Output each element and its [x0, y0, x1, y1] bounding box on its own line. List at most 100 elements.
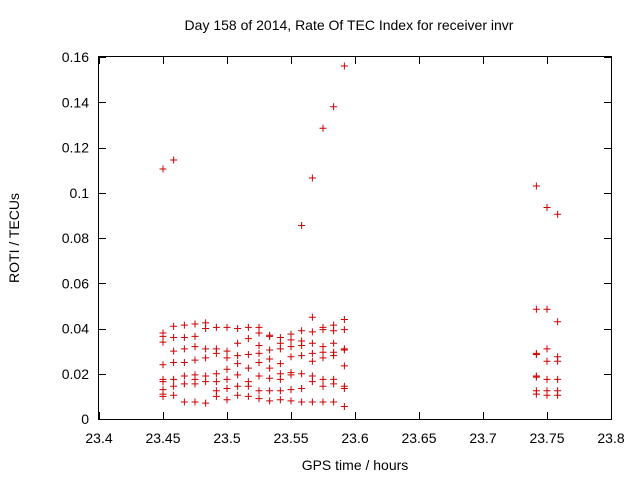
data-point — [202, 378, 210, 386]
data-point — [298, 327, 306, 335]
data-point — [170, 391, 178, 399]
data-point — [276, 375, 284, 383]
data-point — [319, 375, 327, 383]
data-point — [180, 334, 188, 342]
data-point — [298, 222, 306, 230]
data-point — [191, 332, 199, 340]
data-point — [255, 387, 263, 395]
data-point — [191, 320, 199, 328]
y-tick-label: 0.16 — [62, 49, 89, 65]
data-point — [266, 332, 274, 340]
data-point — [180, 345, 188, 353]
data-point — [234, 371, 242, 379]
data-point — [308, 378, 316, 386]
data-point — [340, 326, 348, 334]
data-point — [298, 370, 306, 378]
data-point — [266, 364, 274, 372]
data-point — [191, 380, 199, 388]
data-point — [543, 305, 551, 313]
data-point — [319, 124, 327, 132]
data-point — [340, 403, 348, 411]
data-point — [234, 360, 242, 368]
x-tick-label: 23.5 — [213, 430, 240, 446]
x-tick-label: 23.6 — [341, 430, 368, 446]
data-point — [308, 398, 316, 406]
data-point — [170, 375, 178, 383]
data-point — [319, 354, 327, 362]
data-point — [212, 349, 220, 357]
x-axis-ticks: 23.4 23.45 23.5 23.55 23.6 23.65 23.7 23.75 23.8 — [85, 57, 625, 446]
data-point — [255, 395, 263, 403]
data-point — [308, 349, 316, 357]
data-point — [202, 399, 210, 407]
data-point — [276, 396, 284, 404]
data-point — [532, 373, 540, 381]
data-point — [159, 338, 167, 346]
data-point — [234, 339, 242, 347]
data-point — [308, 357, 316, 365]
data-point — [330, 352, 338, 360]
data-point — [180, 380, 188, 388]
data-point — [340, 62, 348, 70]
data-point — [308, 313, 316, 321]
data-point — [340, 346, 348, 354]
data-point — [319, 326, 327, 334]
data-point — [159, 165, 167, 173]
data-point — [276, 345, 284, 353]
data-point — [223, 347, 231, 355]
data-point — [170, 322, 178, 330]
data-point — [255, 349, 263, 357]
y-tick-label: 0.04 — [62, 321, 89, 337]
data-point — [244, 335, 252, 343]
x-tick-label: 23.8 — [597, 430, 624, 446]
data-points — [159, 62, 562, 411]
data-point — [234, 352, 242, 360]
data-point — [298, 352, 306, 360]
data-point — [298, 341, 306, 349]
data-point — [319, 398, 327, 406]
data-point — [255, 329, 263, 337]
data-point — [180, 358, 188, 366]
data-point — [532, 305, 540, 313]
data-point — [234, 391, 242, 399]
data-point — [170, 358, 178, 366]
x-tick-label: 23.55 — [273, 430, 308, 446]
data-point — [223, 396, 231, 404]
x-tick-label: 23.4 — [85, 430, 112, 446]
data-point — [543, 345, 551, 353]
data-point — [319, 382, 327, 390]
data-point — [287, 386, 295, 394]
data-point — [340, 315, 348, 323]
data-point — [234, 325, 242, 332]
data-point — [170, 156, 178, 164]
data-point — [308, 174, 316, 182]
data-point — [554, 318, 562, 326]
data-point — [287, 353, 295, 361]
chart-title: Day 158 of 2014, Rate Of TEC Index for r… — [185, 17, 514, 33]
data-point — [532, 349, 540, 357]
data-point — [180, 372, 188, 380]
data-point — [170, 347, 178, 355]
data-point — [543, 375, 551, 383]
data-point — [191, 398, 199, 406]
data-point — [223, 354, 231, 362]
x-tick-label: 23.75 — [529, 430, 564, 446]
data-point — [266, 374, 274, 382]
data-point — [212, 323, 220, 331]
data-point — [159, 378, 167, 386]
data-point — [340, 384, 348, 392]
y-axis-ticks: 0 0.02 0.04 0.06 0.08 0.1 0.12 0.14 0.16 — [62, 49, 611, 427]
data-point — [202, 345, 210, 353]
data-point — [180, 398, 188, 406]
data-point — [223, 365, 231, 373]
data-point — [180, 321, 188, 329]
data-point — [330, 380, 338, 388]
x-tick-label: 23.65 — [401, 430, 436, 446]
data-point — [266, 387, 274, 395]
data-point — [330, 103, 338, 111]
data-point — [266, 355, 274, 363]
data-point — [543, 391, 551, 399]
data-point — [244, 382, 252, 390]
x-axis-label: GPS time / hours — [302, 457, 409, 473]
